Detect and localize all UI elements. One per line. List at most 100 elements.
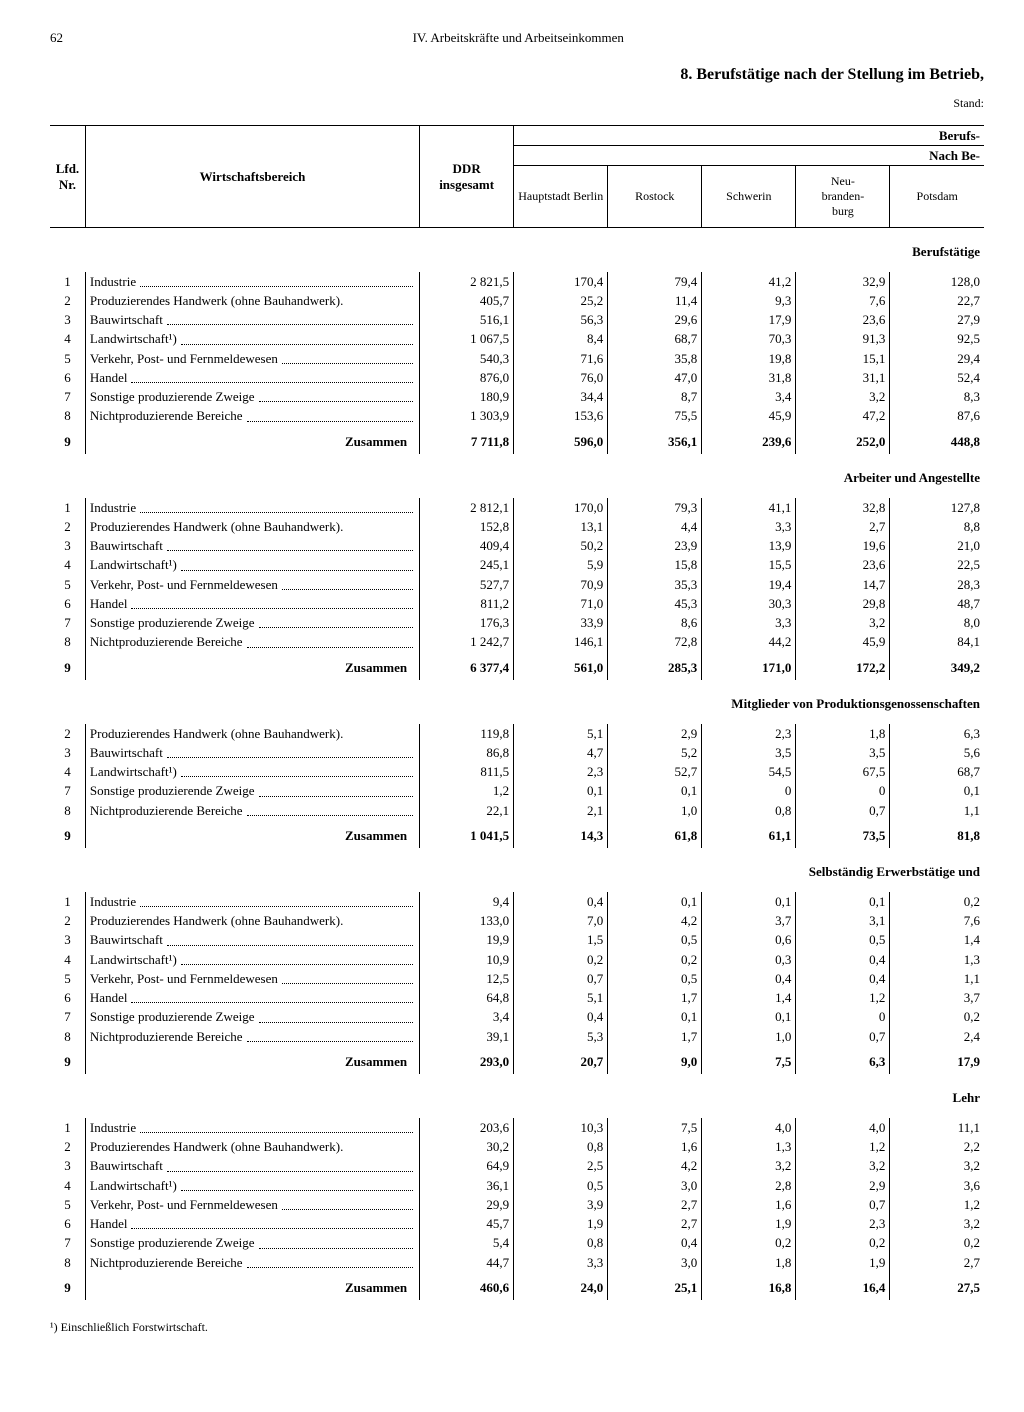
col-berlin: Hauptstadt Berlin	[514, 166, 608, 228]
table-row: 8Nichtproduzierende Bereiche1 303,9153,6…	[50, 407, 984, 426]
cell-value: 527,7	[420, 575, 514, 594]
cell-value: 0,1	[514, 782, 608, 801]
cell-value: 0,1	[608, 782, 702, 801]
cell-value: 11,4	[608, 291, 702, 310]
cell-value: 28,3	[890, 575, 984, 594]
cell-value: 70,3	[702, 330, 796, 349]
data-table: Lfd. Nr. Wirtschaftsbereich DDR insgesam…	[50, 125, 984, 1300]
cell-value: 9,0	[608, 1046, 702, 1074]
cell-value: 56,3	[514, 311, 608, 330]
cell-value: 31,1	[796, 368, 890, 387]
cell-value: 1,1	[890, 801, 984, 820]
cell-value: 9,3	[702, 291, 796, 310]
row-nr: 2	[50, 1138, 85, 1157]
cell-value: 596,0	[514, 426, 608, 454]
cell-value: 10,9	[420, 950, 514, 969]
row-label: Landwirtschaft¹)	[85, 763, 419, 782]
cell-value: 5,4	[420, 1234, 514, 1253]
row-nr: 7	[50, 1008, 85, 1027]
cell-value: 13,9	[702, 537, 796, 556]
cell-value: 1 067,5	[420, 330, 514, 349]
cell-value: 0,6	[702, 931, 796, 950]
cell-value: 2,9	[608, 724, 702, 743]
row-nr: 7	[50, 1234, 85, 1253]
row-label: Verkehr, Post- und Fernmeldewesen	[85, 1195, 419, 1214]
cell-value: 1 242,7	[420, 633, 514, 652]
cell-value: 24,0	[514, 1272, 608, 1300]
cell-value: 1,7	[608, 989, 702, 1008]
row-nr: 5	[50, 575, 85, 594]
row-label: Sonstige produzierende Zweige	[85, 388, 419, 407]
cell-value: 6 377,4	[420, 652, 514, 680]
cell-value: 3,0	[608, 1253, 702, 1272]
cell-value: 0,8	[514, 1234, 608, 1253]
row-label: Industrie	[85, 272, 419, 291]
row-nr: 3	[50, 537, 85, 556]
cell-value: 8,4	[514, 330, 608, 349]
cell-value: 45,3	[608, 594, 702, 613]
cell-value: 23,6	[796, 311, 890, 330]
super-header-1: Berufs-	[514, 126, 984, 146]
cell-value: 4,2	[608, 912, 702, 931]
cell-value: 170,0	[514, 498, 608, 517]
cell-value: 23,9	[608, 537, 702, 556]
cell-value: 35,8	[608, 349, 702, 368]
cell-value: 75,5	[608, 407, 702, 426]
table-row: 6Handel64,85,11,71,41,23,7	[50, 989, 984, 1008]
cell-value: 876,0	[420, 368, 514, 387]
page-header: 62 IV. Arbeitskräfte und Arbeitseinkomme…	[50, 30, 984, 46]
cell-value: 73,5	[796, 820, 890, 848]
row-nr: 9	[50, 1272, 85, 1300]
cell-value: 54,5	[702, 763, 796, 782]
cell-value: 1,5	[514, 931, 608, 950]
table-row: 2Produzierendes Handwerk (ohne Bauhandwe…	[50, 291, 984, 310]
row-label: Verkehr, Post- und Fernmeldewesen	[85, 349, 419, 368]
col-ddr-header: DDR insgesamt	[420, 126, 514, 227]
cell-value: 2,4	[890, 1027, 984, 1046]
cell-value: 44,7	[420, 1253, 514, 1272]
cell-value: 1,7	[608, 1027, 702, 1046]
cell-value: 35,3	[608, 575, 702, 594]
table-row: 5Verkehr, Post- und Fernmeldewesen527,77…	[50, 575, 984, 594]
row-nr: 4	[50, 950, 85, 969]
cell-value: 3,7	[890, 989, 984, 1008]
cell-value: 1,9	[796, 1253, 890, 1272]
cell-value: 811,2	[420, 594, 514, 613]
cell-value: 5,2	[608, 743, 702, 762]
cell-value: 67,5	[796, 763, 890, 782]
cell-value: 0,5	[608, 969, 702, 988]
cell-value: 0,7	[514, 969, 608, 988]
group-title: Lehr	[50, 1074, 984, 1118]
cell-value: 5,9	[514, 556, 608, 575]
row-label: Nichtproduzierende Bereiche	[85, 801, 419, 820]
cell-value: 540,3	[420, 349, 514, 368]
table-row: 3Bauwirtschaft409,450,223,913,919,621,0	[50, 537, 984, 556]
cell-value: 91,3	[796, 330, 890, 349]
cell-value: 1,2	[890, 1195, 984, 1214]
cell-value: 33,9	[514, 614, 608, 633]
cell-value: 8,3	[890, 388, 984, 407]
cell-value: 405,7	[420, 291, 514, 310]
table-row: 7Sonstige produzierende Zweige1,20,10,10…	[50, 782, 984, 801]
cell-value: 1,0	[702, 1027, 796, 1046]
cell-value: 19,8	[702, 349, 796, 368]
cell-value: 23,6	[796, 556, 890, 575]
group-title: Selbständig Erwerbstätige und	[50, 848, 984, 892]
cell-value: 0,1	[796, 892, 890, 911]
cell-value: 252,0	[796, 426, 890, 454]
sum-row: 9Zusammen6 377,4561,0285,3171,0172,2349,…	[50, 652, 984, 680]
row-label: Sonstige produzierende Zweige	[85, 1234, 419, 1253]
cell-value: 25,1	[608, 1272, 702, 1300]
cell-value: 45,9	[702, 407, 796, 426]
cell-value: 1,8	[796, 724, 890, 743]
table-row: 1Industrie2 821,5170,479,441,232,9128,0	[50, 272, 984, 291]
row-label: Landwirtschaft¹)	[85, 330, 419, 349]
row-nr: 8	[50, 1253, 85, 1272]
cell-value: 19,6	[796, 537, 890, 556]
cell-value: 16,4	[796, 1272, 890, 1300]
cell-value: 0,7	[796, 1195, 890, 1214]
group-title: Arbeiter und Angestellte	[50, 454, 984, 498]
table-row: 6Handel45,71,92,71,92,33,2	[50, 1215, 984, 1234]
cell-value: 1,4	[890, 931, 984, 950]
table-row: 2Produzierendes Handwerk (ohne Bauhandwe…	[50, 1138, 984, 1157]
